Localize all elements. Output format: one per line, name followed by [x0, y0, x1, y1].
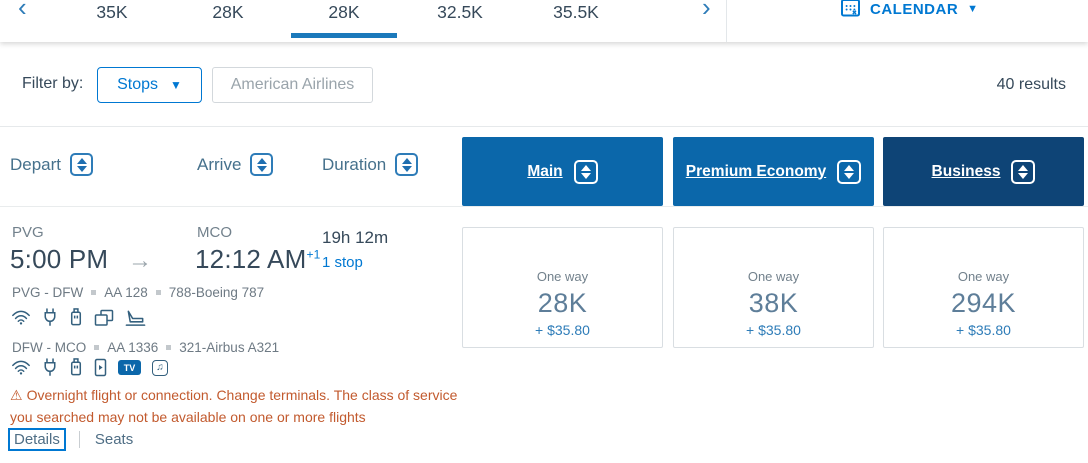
duration-column-label: Duration: [322, 154, 387, 174]
arrive-column-label: Arrive: [197, 154, 242, 174]
separator-square-icon: [91, 290, 97, 295]
fare-taxes: + $35.80: [746, 321, 801, 338]
cabin-business-label: Business: [931, 162, 1001, 180]
cabin-premium-label: Premium Economy: [685, 162, 827, 180]
segment-aircraft: 321-Airbus A321: [179, 340, 280, 355]
arrow-right-icon: →: [128, 247, 152, 274]
departure-time: 5:00 PM: [10, 244, 109, 274]
sort-icon: [70, 153, 94, 176]
chevron-down-icon: ▼: [967, 3, 979, 15]
filter-bar: Filter by: Stops ▼ American Airlines 40 …: [0, 42, 1088, 127]
power-outlet-icon: [42, 358, 58, 377]
selected-underline: [291, 33, 397, 38]
trip-type-label: One way: [957, 268, 1010, 284]
depart-column-label: Depart: [10, 154, 62, 174]
fare-card-main[interactable]: One way 28K + $35.80: [462, 227, 663, 348]
calendar-icon: [840, 0, 861, 21]
warning-text: Overnight flight or connection. Change t…: [10, 387, 458, 426]
filter-by-label: Filter by:: [22, 75, 84, 92]
fare-miles: 294K: [950, 287, 1017, 318]
sort-depart-button[interactable]: Depart: [10, 153, 94, 176]
amenities-row-1: [11, 308, 146, 327]
carousel-item[interactable]: 35.5K: [518, 0, 634, 42]
music-icon: ♫: [152, 359, 168, 376]
entertainment-icon: [94, 309, 114, 327]
fare-miles: 28K: [537, 287, 588, 318]
results-count: 40 results: [996, 76, 1066, 93]
fare-card-premium-economy[interactable]: One way 38K + $35.80: [673, 227, 874, 348]
stops-filter-label: Stops: [117, 76, 159, 93]
origin-airport-code: PVG: [12, 224, 44, 241]
segment-flight-number: AA 128: [104, 285, 148, 300]
power-outlet-icon: [42, 308, 58, 327]
fare-card-business[interactable]: One way 294K + $35.80: [883, 227, 1084, 348]
sort-icon: [573, 159, 598, 184]
separator-square-icon: [94, 345, 100, 350]
live-tv-icon: TV: [118, 360, 141, 375]
results-header-row: Depart Arrive Duration Main Premium Econ…: [0, 127, 1088, 207]
stops-count-link[interactable]: 1 stop: [322, 254, 363, 271]
carousel-next-icon[interactable]: ›: [702, 0, 711, 20]
wifi-icon: [11, 359, 31, 376]
calendar-toggle-button[interactable]: CALENDAR ▼: [840, 0, 978, 21]
trip-type-label: One way: [747, 268, 800, 284]
carousel-item-selected[interactable]: 28K: [286, 0, 402, 42]
segment-info-1: PVG - DFW AA 128 788-Boeing 787: [12, 285, 264, 300]
lie-flat-seat-icon: [125, 309, 146, 327]
amenities-row-2: TV ♫: [11, 358, 168, 377]
carousel-item[interactable]: 32.5K: [402, 0, 518, 42]
overnight-warning: ⚠ Overnight flight or connection. Change …: [10, 384, 468, 429]
separator-square-icon: [155, 290, 161, 295]
cabin-header-premium-economy[interactable]: Premium Economy: [673, 137, 874, 206]
sort-icon: [1011, 159, 1036, 184]
chevron-down-icon: ▼: [170, 78, 182, 92]
sort-icon: [395, 153, 419, 176]
carousel-items: 35K 28K 28K 32.5K 35.5K: [54, 0, 634, 42]
segment-route: PVG - DFW: [12, 285, 84, 300]
airline-filter-button[interactable]: American Airlines: [212, 67, 373, 103]
segment-aircraft: 788-Boeing 787: [168, 285, 265, 300]
carousel-price: 32.5K: [437, 2, 483, 22]
usb-icon: [69, 358, 83, 377]
price-carousel: ‹ 35K 28K 28K 32.5K 35.5K ›: [0, 0, 1088, 42]
sort-duration-button[interactable]: Duration: [322, 153, 419, 176]
cabin-main-label: Main: [527, 162, 563, 180]
cabin-header-main[interactable]: Main: [462, 137, 663, 206]
tablet-entertainment-icon: [94, 358, 107, 377]
carousel-price: 28K: [328, 2, 360, 22]
day-offset-badge: +1: [306, 247, 321, 262]
carousel-prev-icon[interactable]: ‹: [18, 0, 27, 20]
calendar-label: CALENDAR: [870, 0, 959, 18]
carousel-price: 35.5K: [553, 2, 599, 22]
flight-row-links: Details Seats: [8, 428, 134, 451]
carousel-item[interactable]: 35K: [54, 0, 170, 42]
fare-taxes: + $35.80: [535, 321, 590, 338]
divider: [78, 431, 80, 448]
carousel-price: 28K: [212, 2, 244, 22]
sort-icon: [250, 153, 274, 176]
wifi-icon: [11, 309, 31, 326]
cabin-header-business[interactable]: Business: [883, 137, 1084, 206]
usb-icon: [69, 308, 83, 327]
arrival-time: 12:12 AM+1: [195, 244, 321, 274]
sort-arrive-button[interactable]: Arrive: [197, 153, 274, 176]
carousel-price: 35K: [96, 2, 128, 22]
fare-miles: 38K: [748, 287, 799, 318]
segment-info-2: DFW - MCO AA 1336 321-Airbus A321: [12, 340, 279, 355]
trip-type-label: One way: [536, 268, 589, 284]
seats-link[interactable]: Seats: [94, 431, 134, 448]
separator-square-icon: [166, 345, 172, 350]
carousel-item[interactable]: 28K: [170, 0, 286, 42]
divider: [726, 0, 727, 42]
warning-triangle-icon: ⚠: [10, 387, 23, 403]
destination-airport-code: MCO: [197, 224, 232, 241]
segment-flight-number: AA 1336: [107, 340, 159, 355]
fare-taxes: + $35.80: [956, 321, 1011, 338]
segment-route: DFW - MCO: [12, 340, 87, 355]
details-link[interactable]: Details: [8, 428, 66, 451]
sort-icon: [837, 159, 862, 184]
stops-filter-button[interactable]: Stops ▼: [97, 67, 202, 103]
flight-duration: 19h 12m: [322, 228, 389, 247]
